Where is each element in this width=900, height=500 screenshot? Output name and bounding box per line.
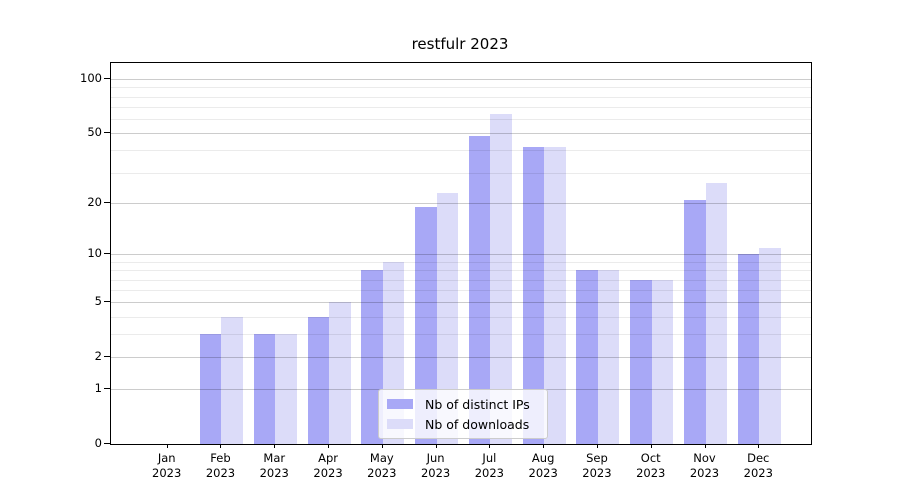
x-tick-label: Feb 2023 [205, 451, 236, 480]
bar-distinct-ips [522, 146, 545, 444]
x-tick-mark [381, 444, 383, 448]
x-tick-mark [758, 444, 760, 448]
legend-label-downloads: Nb of downloads [425, 416, 530, 432]
y-tick-label: 2 [94, 349, 102, 364]
gridline-minor [111, 279, 811, 281]
y-tick-mark [104, 78, 110, 80]
bar-downloads [651, 279, 674, 444]
x-tick-mark [435, 444, 437, 448]
bar-distinct-ips [307, 316, 330, 444]
gridline-major [111, 79, 811, 81]
gridline-major [111, 133, 811, 135]
bar-downloads [490, 114, 512, 444]
legend-swatch-downloads [387, 419, 413, 429]
x-tick-mark [328, 444, 330, 448]
x-tick-label: Jul 2023 [474, 451, 505, 480]
bar-distinct-ips [468, 136, 491, 444]
legend: Nb of distinct IPs Nb of downloads [378, 389, 548, 439]
gridline-major [111, 254, 811, 256]
gridline-minor [111, 150, 811, 152]
gridline-minor [111, 316, 811, 318]
bar-downloads [329, 302, 351, 444]
y-tick-mark [104, 202, 110, 204]
x-tick-label: Apr 2023 [313, 451, 343, 480]
legend-swatch-distinct-ips [387, 399, 413, 409]
bar-distinct-ips [199, 334, 222, 444]
gridline-minor [111, 290, 811, 292]
x-tick-mark [166, 444, 168, 448]
bar-downloads [436, 192, 459, 444]
x-tick-mark [650, 444, 652, 448]
gridline-minor [111, 87, 811, 89]
y-tick-mark [104, 443, 110, 444]
bar-downloads [597, 270, 620, 444]
x-tick-mark [596, 444, 598, 448]
bar-downloads [705, 183, 727, 444]
y-tick-label: 0 [94, 436, 102, 450]
bar-downloads [221, 316, 243, 444]
x-tick-label: Nov 2023 [689, 451, 720, 480]
plot-area [110, 62, 812, 445]
gridline-minor [111, 262, 811, 263]
gridline-minor [111, 334, 811, 336]
x-tick-label: Sep 2023 [582, 451, 612, 480]
bar-distinct-ips [737, 254, 760, 444]
y-tick-mark [104, 132, 110, 134]
bar-downloads [275, 334, 297, 444]
bar-downloads [544, 146, 566, 444]
y-tick-label: 100 [80, 71, 102, 86]
legend-label-distinct-ips: Nb of distinct IPs [425, 396, 530, 412]
gridline-major [111, 302, 811, 304]
x-tick-label: Mar 2023 [259, 451, 289, 480]
x-tick-label: May 2023 [367, 451, 397, 480]
gridline-minor [111, 172, 811, 174]
bar-distinct-ips [415, 207, 437, 444]
bar-distinct-ips [361, 270, 383, 444]
gridline-major [111, 203, 811, 205]
y-tick-label: 1 [94, 381, 102, 396]
gridline-minor [111, 96, 811, 98]
x-tick-label: Oct 2023 [636, 451, 666, 480]
legend-row-distinct-ips: Nb of distinct IPs [385, 394, 541, 414]
x-tick-mark [274, 444, 276, 448]
legend-row-downloads: Nb of downloads [385, 414, 541, 434]
y-tick-label: 5 [94, 294, 102, 309]
gridline-minor [111, 270, 811, 272]
bar-distinct-ips [253, 334, 276, 444]
y-tick-mark [104, 253, 110, 255]
x-tick-mark [704, 444, 706, 448]
y-tick-mark [104, 388, 110, 390]
y-tick-label: 10 [87, 246, 102, 261]
x-tick-mark [489, 444, 491, 448]
bar-distinct-ips [684, 199, 706, 444]
gridline-minor [111, 107, 811, 109]
x-tick-mark [220, 444, 222, 448]
x-tick-mark [543, 444, 545, 448]
x-tick-label: Jan 2023 [152, 451, 182, 480]
y-tick-mark [104, 301, 110, 303]
y-tick-label: 50 [87, 125, 102, 140]
y-tick-mark [104, 356, 110, 358]
bar-downloads [759, 247, 781, 444]
gridline-minor [111, 119, 811, 121]
y-tick-label: 20 [87, 195, 102, 210]
chart-title: restfulr 2023 [411, 35, 509, 53]
bar-distinct-ips [576, 270, 598, 444]
x-tick-label: Aug 2023 [528, 451, 558, 480]
bar-distinct-ips [630, 279, 652, 444]
x-tick-label: Jun 2023 [420, 451, 451, 480]
x-tick-label: Dec 2023 [743, 451, 773, 480]
gridline-major [111, 357, 811, 359]
